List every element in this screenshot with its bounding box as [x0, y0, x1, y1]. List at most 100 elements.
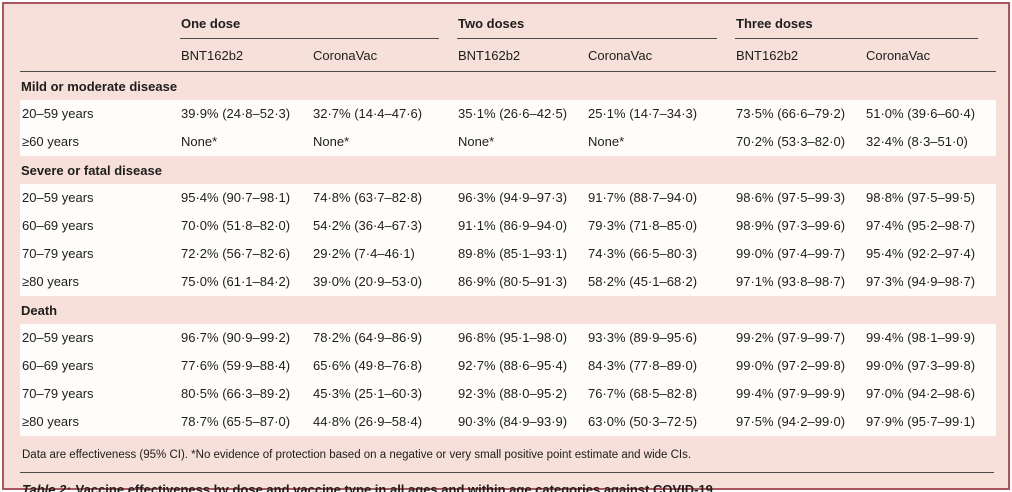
vaccine-effectiveness-table: One dose Two doses Three doses BNT162b2 …	[20, 12, 996, 436]
dose-group-one-dose: One dose	[180, 12, 457, 39]
dose-group-label: One dose	[180, 16, 439, 39]
age-row-label: 20–59 years	[20, 324, 180, 352]
effectiveness-cell: 25·1% (14·7–34·3)	[587, 100, 735, 128]
effectiveness-cell: 97·4% (95·2–98·7)	[865, 212, 996, 240]
effectiveness-cell: 97·5% (94·2–99·0)	[735, 408, 865, 436]
effectiveness-cell: 39·0% (20·9–53·0)	[312, 268, 457, 296]
effectiveness-cell: 70·2% (53·3–82·0)	[735, 128, 865, 156]
effectiveness-cell: 74·8% (63·7–82·8)	[312, 184, 457, 212]
effectiveness-cell: 84·3% (77·8–89·0)	[587, 352, 735, 380]
effectiveness-cell: 78·2% (64·9–86·9)	[312, 324, 457, 352]
vaccine-header-row: BNT162b2 CoronaVac BNT162b2 CoronaVac BN…	[20, 39, 996, 72]
effectiveness-cell: 65·6% (49·8–76·8)	[312, 352, 457, 380]
corner-cell	[20, 39, 180, 72]
effectiveness-cell: 70·0% (51·8–82·0)	[180, 212, 312, 240]
effectiveness-cell: 80·5% (66·3–89·2)	[180, 380, 312, 408]
effectiveness-cell: 97·1% (93·8–98·7)	[735, 268, 865, 296]
effectiveness-cell: 35·1% (26·6–42·5)	[457, 100, 587, 128]
effectiveness-cell: 98·8% (97·5–99·5)	[865, 184, 996, 212]
effectiveness-cell: 97·3% (94·9–98·7)	[865, 268, 996, 296]
effectiveness-cell: 76·7% (68·5–82·8)	[587, 380, 735, 408]
effectiveness-cell: 99·2% (97·9–99·7)	[735, 324, 865, 352]
effectiveness-cell: 32·7% (14·4–47·6)	[312, 100, 457, 128]
table-row: 20–59 years 95·4% (90·7–98·1) 74·8% (63·…	[20, 184, 996, 212]
effectiveness-cell: 77·6% (59·9–88·4)	[180, 352, 312, 380]
age-row-label: 20–59 years	[20, 184, 180, 212]
section-title: Mild or moderate disease	[21, 79, 178, 94]
section-title: Severe or fatal disease	[21, 163, 162, 178]
effectiveness-cell: 58·2% (45·1–68·2)	[587, 268, 735, 296]
table-caption: Table 2: Vaccine effectiveness by dose an…	[20, 473, 992, 492]
effectiveness-cell: 96·8% (95·1–98·0)	[457, 324, 587, 352]
age-row-label: 70–79 years	[20, 380, 180, 408]
effectiveness-cell: 39·9% (24·8–52·3)	[180, 100, 312, 128]
effectiveness-cell: None*	[457, 128, 587, 156]
effectiveness-cell: 63·0% (50·3–72·5)	[587, 408, 735, 436]
table-caption-label: Table 2:	[22, 482, 71, 492]
vaccine-column-header: CoronaVac	[587, 39, 735, 72]
vaccine-column-header: CoronaVac	[865, 39, 996, 72]
effectiveness-cell: 51·0% (39·6–60·4)	[865, 100, 996, 128]
effectiveness-cell: 99·0% (97·4–99·7)	[735, 240, 865, 268]
effectiveness-cell: 93·3% (89·9–95·6)	[587, 324, 735, 352]
effectiveness-cell: 78·7% (65·5–87·0)	[180, 408, 312, 436]
effectiveness-cell: None*	[180, 128, 312, 156]
age-row-label: ≥60 years	[20, 128, 180, 156]
table-row: ≥80 years 78·7% (65·5–87·0) 44·8% (26·9–…	[20, 408, 996, 436]
effectiveness-cell: 98·6% (97·5–99·3)	[735, 184, 865, 212]
section-header: Severe or fatal disease	[20, 156, 996, 184]
effectiveness-cell: 96·3% (94·9–97·3)	[457, 184, 587, 212]
effectiveness-cell: 89·8% (85·1–93·1)	[457, 240, 587, 268]
age-row-label: 20–59 years	[20, 100, 180, 128]
effectiveness-cell: 97·0% (94·2–98·6)	[865, 380, 996, 408]
vaccine-column-header: CoronaVac	[312, 39, 457, 72]
effectiveness-cell: 91·7% (88·7–94·0)	[587, 184, 735, 212]
effectiveness-cell: 54·2% (36·4–67·3)	[312, 212, 457, 240]
effectiveness-cell: 75·0% (61·1–84·2)	[180, 268, 312, 296]
dose-group-label: Three doses	[735, 16, 978, 39]
dose-group-header-row: One dose Two doses Three doses	[20, 12, 996, 39]
effectiveness-cell: 99·4% (97·9–99·9)	[735, 380, 865, 408]
effectiveness-cell: 79·3% (71·8–85·0)	[587, 212, 735, 240]
table-row: 70–79 years 80·5% (66·3–89·2) 45·3% (25·…	[20, 380, 996, 408]
section-header: Death	[20, 296, 996, 324]
age-row-label: ≥80 years	[20, 268, 180, 296]
dose-group-two-doses: Two doses	[457, 12, 735, 39]
effectiveness-cell: 86·9% (80·5–91·3)	[457, 268, 587, 296]
effectiveness-cell: 72·2% (56·7–82·6)	[180, 240, 312, 268]
effectiveness-cell: 45·3% (25·1–60·3)	[312, 380, 457, 408]
effectiveness-cell: 90·3% (84·9–93·9)	[457, 408, 587, 436]
table-caption-text: Vaccine effectiveness by dose and vaccin…	[75, 482, 713, 492]
effectiveness-cell: 98·9% (97·3–99·6)	[735, 212, 865, 240]
effectiveness-cell: 97·9% (95·7–99·1)	[865, 408, 996, 436]
effectiveness-cell: 32·4% (8·3–51·0)	[865, 128, 996, 156]
effectiveness-cell: 99·0% (97·3–99·8)	[865, 352, 996, 380]
effectiveness-cell: 29·2% (7·4–46·1)	[312, 240, 457, 268]
effectiveness-cell: 92·3% (88·0–95·2)	[457, 380, 587, 408]
effectiveness-cell: 99·0% (97·2–99·8)	[735, 352, 865, 380]
table-row: 70–79 years 72·2% (56·7–82·6) 29·2% (7·4…	[20, 240, 996, 268]
effectiveness-cell: None*	[312, 128, 457, 156]
effectiveness-cell: 44·8% (26·9–58·4)	[312, 408, 457, 436]
age-row-label: 60–69 years	[20, 352, 180, 380]
dose-group-three-doses: Three doses	[735, 12, 996, 39]
effectiveness-cell: 91·1% (86·9–94·0)	[457, 212, 587, 240]
table-row: 60–69 years 70·0% (51·8–82·0) 54·2% (36·…	[20, 212, 996, 240]
dose-group-label: Two doses	[457, 16, 717, 39]
effectiveness-cell: 74·3% (66·5–80·3)	[587, 240, 735, 268]
table-row: ≥60 years None* None* None* None* 70·2% …	[20, 128, 996, 156]
age-row-label: ≥80 years	[20, 408, 180, 436]
effectiveness-cell: 92·7% (88·6–95·4)	[457, 352, 587, 380]
effectiveness-cell: 96·7% (90·9–99·2)	[180, 324, 312, 352]
effectiveness-cell: 95·4% (90·7–98·1)	[180, 184, 312, 212]
vaccine-column-header: BNT162b2	[457, 39, 587, 72]
table-row: 60–69 years 77·6% (59·9–88·4) 65·6% (49·…	[20, 352, 996, 380]
effectiveness-cell: None*	[587, 128, 735, 156]
vaccine-column-header: BNT162b2	[180, 39, 312, 72]
age-row-label: 70–79 years	[20, 240, 180, 268]
section-title: Death	[21, 303, 58, 318]
vaccine-column-header: BNT162b2	[735, 39, 865, 72]
effectiveness-cell: 73·5% (66·6–79·2)	[735, 100, 865, 128]
effectiveness-cell: 99·4% (98·1–99·9)	[865, 324, 996, 352]
